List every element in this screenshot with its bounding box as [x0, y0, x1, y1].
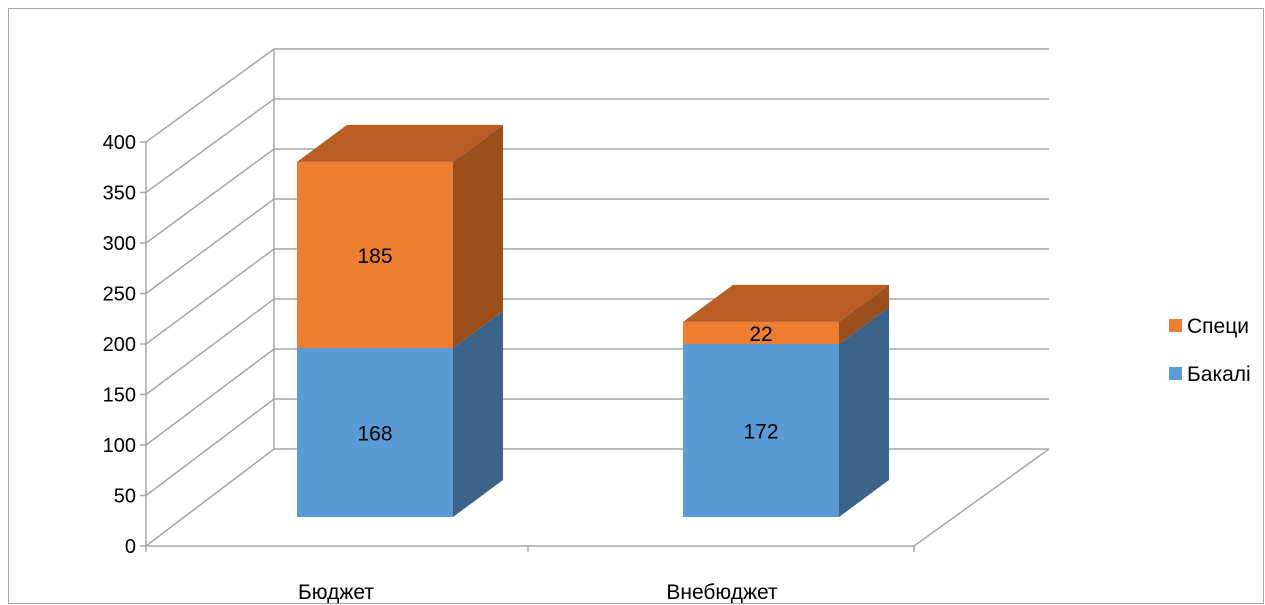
y-tick-label-5: 250	[103, 284, 136, 306]
legend-label-1: Бакалі	[1187, 363, 1251, 386]
gridline-depth-2	[145, 348, 275, 446]
legend-swatch-0	[1169, 319, 1182, 332]
gridline-depth-7	[145, 98, 275, 194]
bar-0-1	[297, 161, 453, 348]
category-label-1: Внебюджет	[666, 581, 778, 604]
bar-side-0-1	[453, 124, 503, 349]
legend-label-0: Специ	[1187, 315, 1249, 338]
bar-0-0	[297, 348, 453, 517]
labels: 168 185 Бюджет 172 22 Внебюджет	[298, 245, 779, 604]
legend: Специ Бакалі	[1169, 315, 1251, 386]
gridline-depth-0	[145, 448, 275, 547]
y-tick-label-3: 150	[103, 385, 136, 407]
chart-area: 0 50 100 150 200 250 300 350 400 168 185 Бюджет 172…	[8, 8, 1264, 604]
bar-side-0-0	[453, 311, 503, 517]
gridline-depth-8	[145, 48, 275, 143]
data-label-0-0: 168	[357, 423, 392, 446]
bar-top-1	[683, 284, 889, 322]
y-tick-label-6: 300	[103, 233, 136, 255]
axes: 0 50 100 150 200 250 300 350 400	[103, 132, 915, 558]
y-tick-label-0: 0	[125, 536, 136, 558]
gridline-depth-3	[145, 298, 275, 396]
floor-edge	[913, 448, 1050, 547]
legend-swatch-1	[1169, 367, 1182, 380]
y-tick-label-8: 400	[103, 132, 136, 154]
bar-top-0	[297, 124, 503, 162]
bars	[297, 124, 889, 517]
gridline-depth-5	[145, 198, 275, 295]
category-label-0: Бюджет	[298, 581, 374, 604]
bar-1-0	[683, 343, 839, 517]
gridlines	[145, 48, 1050, 547]
data-label-1-1: 22	[749, 323, 772, 346]
bar-1-1	[683, 321, 839, 344]
bar-side-1-1	[839, 284, 889, 344]
y-tick-label-7: 350	[103, 183, 136, 205]
data-label-1-0: 172	[743, 420, 778, 443]
bar-side-1-0	[839, 306, 889, 517]
gridline-depth-6	[145, 148, 275, 244]
y-tick-label-2: 100	[103, 435, 136, 457]
data-label-0-1: 185	[357, 245, 392, 268]
y-tick-label-4: 200	[103, 334, 136, 356]
gridline-depth-4	[145, 248, 275, 345]
gridline-depth-1	[145, 398, 275, 497]
y-tick-label-1: 50	[114, 486, 136, 508]
stacked-3d-bar-chart: 0 50 100 150 200 250 300 350 400 168 185 Бюджет 172…	[103, 48, 1251, 604]
